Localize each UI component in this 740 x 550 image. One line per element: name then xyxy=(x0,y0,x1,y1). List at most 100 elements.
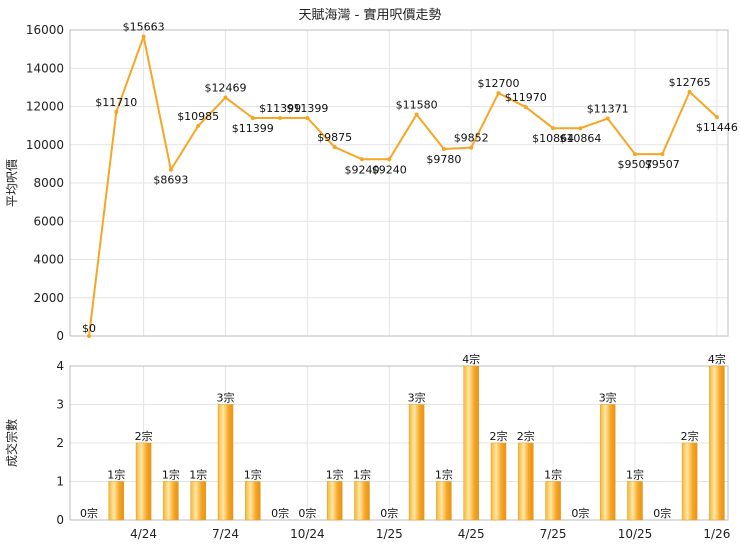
price-point xyxy=(660,152,665,157)
price-data-label: $11580 xyxy=(396,99,438,112)
price-y-tick-label: 10000 xyxy=(26,138,64,152)
price-data-label: $9780 xyxy=(426,153,461,166)
x-tick-label: 1/25 xyxy=(376,527,403,541)
price-y-tick-label: 12000 xyxy=(26,100,64,114)
price-point xyxy=(687,89,692,94)
price-point xyxy=(633,152,637,157)
price-data-label: $10985 xyxy=(177,110,219,123)
volume-data-label: 1宗 xyxy=(326,468,344,482)
x-tick-label: 1/26 xyxy=(703,527,730,541)
volume-data-label: 3宗 xyxy=(217,391,235,405)
price-data-label: $12469 xyxy=(205,82,247,95)
volume-y-tick-label: 0 xyxy=(56,513,64,527)
price-point xyxy=(605,116,610,121)
price-point xyxy=(196,123,201,128)
volume-data-label: 0宗 xyxy=(571,506,589,520)
x-tick-label: 4/24 xyxy=(130,527,157,541)
price-data-label: $9240 xyxy=(372,163,407,176)
volume-data-label: 1宗 xyxy=(544,468,562,482)
price-data-label: $9852 xyxy=(454,132,489,145)
price-point xyxy=(223,95,228,100)
price-y-tick-label: 4000 xyxy=(33,253,64,267)
volume-y-tick-label: 1 xyxy=(56,475,64,489)
price-point xyxy=(714,115,719,120)
volume-bar xyxy=(408,404,425,521)
volume-data-label: 0宗 xyxy=(271,506,289,520)
volume-bar xyxy=(163,481,179,521)
volume-bar xyxy=(545,481,561,521)
volume-plot-frame xyxy=(69,365,729,521)
volume-bar xyxy=(135,442,152,521)
volume-data-label: 1宗 xyxy=(244,468,262,482)
price-data-label: $0 xyxy=(82,322,96,335)
volume-bar xyxy=(326,481,343,521)
price-point xyxy=(278,115,283,120)
x-tick-label: 10/25 xyxy=(618,527,653,541)
price-y-tick-label: 6000 xyxy=(33,214,64,228)
volume-bar xyxy=(108,481,125,521)
volume-bar xyxy=(518,442,534,521)
volume-bar xyxy=(245,481,261,521)
price-data-label: $11371 xyxy=(587,103,629,116)
volume-data-label: 4宗 xyxy=(462,352,480,366)
volume-bar xyxy=(681,442,698,521)
x-tick-label: 10/24 xyxy=(290,527,325,541)
volume-data-label: 1宗 xyxy=(107,468,125,482)
price-point xyxy=(87,334,91,338)
price-data-label: $8693 xyxy=(153,174,188,187)
volume-bar xyxy=(217,404,234,521)
volume-y-tick-label: 2 xyxy=(56,436,64,450)
volume-bar xyxy=(354,481,370,521)
volume-data-label: 1宗 xyxy=(435,468,453,482)
price-y-axis-label: 平均呎價 xyxy=(5,159,19,207)
volume-y-tick-label: 3 xyxy=(56,398,64,412)
volume-bar xyxy=(599,404,616,521)
price-data-label: $11970 xyxy=(505,91,547,104)
price-y-tick-label: 2000 xyxy=(33,291,64,305)
price-y-tick-label: 14000 xyxy=(26,61,64,75)
volume-data-label: 2宗 xyxy=(135,429,153,443)
price-panel: 0 2000 4000 6000 8000 10000 12000 14000 16000 平均呎… xyxy=(5,20,738,343)
volume-bar xyxy=(490,442,507,521)
price-series-line xyxy=(88,35,718,337)
volume-bar xyxy=(436,481,452,521)
price-point xyxy=(441,146,446,151)
price-point xyxy=(360,157,364,162)
price-y-tick-label: 16000 xyxy=(26,23,64,37)
price-point xyxy=(141,34,146,39)
volume-data-label: 4宗 xyxy=(708,352,726,366)
volume-data-label: 2宗 xyxy=(490,429,508,443)
price-point xyxy=(250,115,255,120)
price-point xyxy=(332,145,337,150)
price-data-label: $10864 xyxy=(532,132,574,145)
volume-data-label: 3宗 xyxy=(408,391,426,405)
volume-bar xyxy=(709,365,725,521)
price-data-label: $9507 xyxy=(645,158,680,171)
price-point xyxy=(114,110,119,115)
price-data-label: $11710 xyxy=(95,96,137,109)
price-point xyxy=(305,115,310,120)
price-point xyxy=(469,145,474,150)
volume-y-tick-label: 4 xyxy=(56,359,64,373)
price-data-label: $11446 xyxy=(696,121,738,134)
price-data-label: $9875 xyxy=(317,131,352,144)
price-data-label: $9240 xyxy=(345,163,380,176)
x-tick-label: 7/25 xyxy=(540,527,567,541)
price-point xyxy=(414,112,419,117)
price-data-label: $9507 xyxy=(618,158,653,171)
volume-data-label: 0宗 xyxy=(653,506,671,520)
price-point xyxy=(523,105,528,110)
volume-data-label: 2宗 xyxy=(681,429,699,443)
chart-title: 天賦海灣 - 實用呎價走勢 xyxy=(299,7,442,23)
price-y-tick-label: 0 xyxy=(56,329,64,343)
price-point xyxy=(168,167,173,172)
price-data-label: $11399 xyxy=(232,122,274,135)
volume-panel: 0 1 2 3 4 成交宗數 0宗 1宗 2宗 1宗 1宗 3宗 1宗 0宗 0宗 1宗 1宗 0宗 3宗 1宗 4宗 2… xyxy=(4,352,730,541)
price-data-label: $12700 xyxy=(478,77,520,90)
price-point xyxy=(578,126,583,131)
volume-data-label: 0宗 xyxy=(298,506,316,520)
volume-data-label: 1宗 xyxy=(353,468,371,482)
volume-data-label: 3宗 xyxy=(599,391,617,405)
volume-data-label: 0宗 xyxy=(80,506,98,520)
